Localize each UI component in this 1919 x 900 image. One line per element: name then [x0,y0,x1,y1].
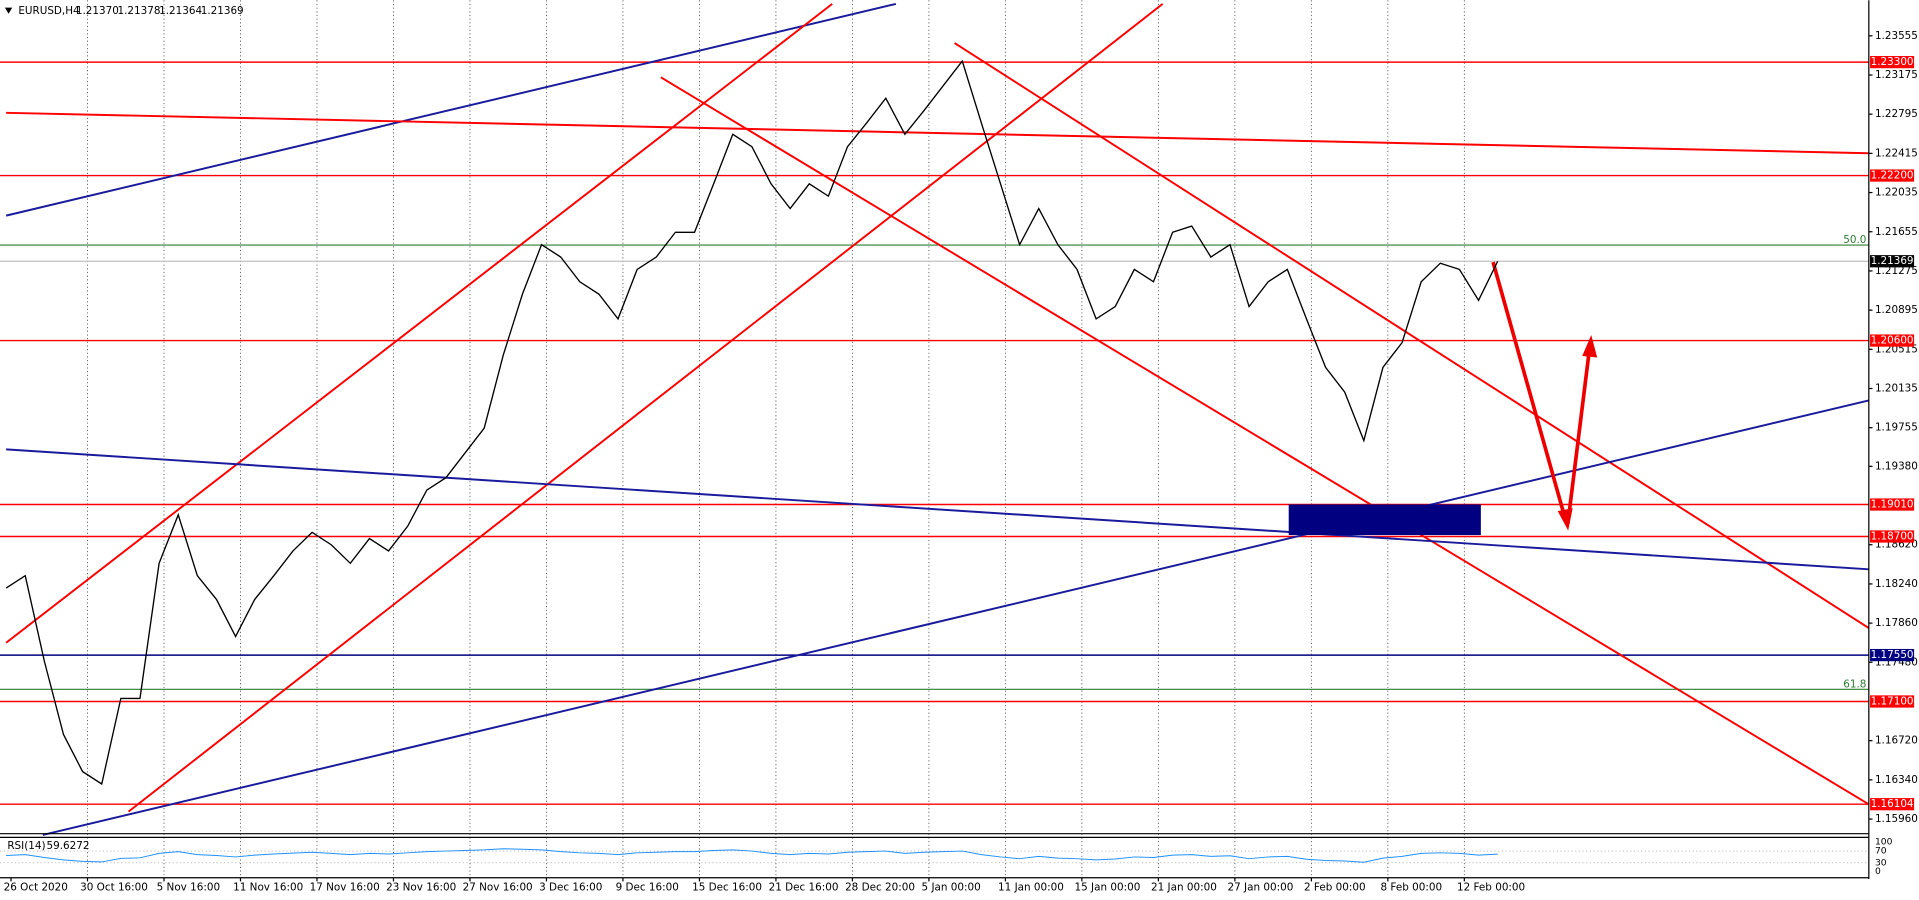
y-tick-label: 1.23555 [1875,30,1918,42]
x-tick-label: 28 Dec 20:00 [845,882,915,894]
y-tick-label: 1.16720 [1875,735,1918,747]
quote: 1.21369 [201,5,244,17]
x-tick-label: 8 Feb 00:00 [1381,882,1443,894]
level-box [1870,695,1915,708]
zone-box [1288,504,1481,536]
y-tick-label: 1.21275 [1875,265,1918,277]
x-tick-label: 12 Feb 00:00 [1457,882,1525,894]
grid [87,0,1465,878]
y-tick-label: 1.19380 [1875,460,1918,472]
x-tick-label: 5 Nov 16:00 [157,882,220,894]
level-box [1870,798,1915,811]
level-label: 1.18700 [1871,530,1914,542]
y-tick-label: 1.19755 [1875,422,1918,434]
trend-line [6,448,1869,571]
rsi-tick-label: 70 [1875,846,1887,857]
level-box [1870,648,1915,662]
level-label: 1.20600 [1871,335,1914,347]
trend-line [127,3,1164,813]
levels: 50.0 61.8 [0,61,1869,805]
y-tick-label: 1.20135 [1875,383,1918,395]
x-tick-label: 5 Jan 00:00 [922,882,981,894]
plot [5,59,1499,786]
arrow [1565,346,1592,525]
y-tick-label: 1.18240 [1875,578,1918,590]
quote: 1.21364 [159,5,202,17]
rsi-tick-label: 30 [1875,857,1887,868]
x-tick-label: 21 Jan 00:00 [1151,882,1217,894]
x-tick-label: 3 Dec 16:00 [539,882,602,894]
y-tick-label: 1.15960 [1875,813,1918,825]
level-label: 1.22200 [1871,170,1914,182]
x-tick-label: 11 Jan 00:00 [998,882,1064,894]
level-label: 1.23300 [1871,56,1914,68]
rsi-title: RSI(14) [7,840,45,852]
x-tick-label: 30 Oct 16:00 [80,882,148,894]
trend-line [5,2,897,217]
price-label: 1.21369 [1871,255,1914,267]
x-tick-label: 2 Feb 00:00 [1304,882,1366,894]
x-tick-label: 27 Nov 16:00 [463,882,533,894]
y-tick-label: 1.17860 [1875,617,1918,629]
level-box [1870,55,1915,69]
x-tick-label: 11 Nov 16:00 [233,882,303,894]
fib-label: 61.8 [1843,678,1866,690]
fib-label: 50.0 [1843,234,1866,246]
trend-line [954,42,1870,629]
price-box [1870,255,1915,268]
x-tick-label: 17 Nov 16:00 [310,882,380,894]
level-label: 1.17100 [1871,695,1914,707]
rsi-tick-label: 0 [1875,866,1881,877]
x-tick-label: 9 Dec 16:00 [616,882,679,894]
rsi-value: 59.6272 [47,840,90,852]
trend-line [660,76,1870,806]
level-box [1870,169,1915,182]
trend-line [42,399,1870,836]
x-tick-label: 21 Dec 16:00 [769,882,839,894]
rsi-tick-label: 100 [1875,837,1893,848]
arrowhead [1582,335,1598,358]
y-tick-label: 1.22415 [1875,147,1918,159]
level-label: 1.16104 [1871,798,1914,810]
y-tick-label: 1.20895 [1875,304,1918,316]
menu-icon[interactable] [4,7,13,14]
level-label: 1.17550 [1871,649,1914,661]
x-tick-label: 26 Oct 2020 [4,882,68,894]
x-tick-label: 23 Nov 16:00 [386,882,456,894]
quote: 1.21370 [76,5,119,17]
arrow [1491,261,1568,520]
y-tick-label: 1.22035 [1875,187,1918,199]
symbol-title: EURUSD,H4 [18,5,80,17]
x-tick-label: 15 Jan 00:00 [1075,882,1141,894]
x-tick-label: 15 Dec 16:00 [692,882,762,894]
level-label: 1.19010 [1871,499,1914,511]
price-line [5,59,1499,786]
trend-lines [5,2,1870,836]
y-tick-label: 1.16340 [1875,774,1918,786]
level-box [1870,530,1915,543]
trend-line [5,3,833,644]
level-box [1870,498,1915,511]
rsi-line [6,848,1498,863]
y-tick-label: 1.23175 [1875,69,1918,81]
quote: 1.21378 [117,5,160,17]
level-box [1870,334,1915,347]
trend-line [6,111,1869,155]
y-tick-label: 1.21655 [1875,226,1918,238]
x-tick-label: 27 Jan 00:00 [1228,882,1294,894]
y-tick-label: 1.22795 [1875,108,1918,120]
